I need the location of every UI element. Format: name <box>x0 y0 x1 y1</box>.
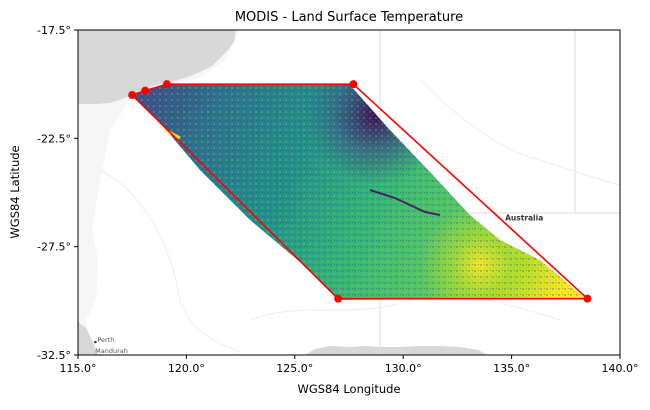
x-tick-label: 130.0° <box>385 362 422 375</box>
footprint-vertex <box>141 86 150 95</box>
axes-frame <box>77 29 621 356</box>
chart-title: MODIS - Land Surface Temperature <box>235 10 463 25</box>
y-axis-label: WGS84 Latitude <box>8 145 22 238</box>
place-label: Perth <box>97 336 114 344</box>
y-tick-label: -17.5° <box>37 24 71 37</box>
x-tick-label: 125.0° <box>276 362 313 375</box>
footprint-vertex <box>349 80 358 89</box>
x-tick-label: 140.0° <box>602 362 639 375</box>
lst-raster <box>133 84 585 300</box>
land-bottom-center <box>305 346 488 355</box>
basemap: Australia Perth Mandurah <box>78 30 620 355</box>
x-tick-label: 120.0° <box>168 362 205 375</box>
place-label-layer: Australia Perth Mandurah <box>94 214 543 355</box>
x-axis-ticks: 115.0° 120.0° 125.0° 130.0° 135.0° 140.0° <box>60 355 639 375</box>
footprint-polygon-layer <box>128 80 592 303</box>
footprint-vertex <box>162 80 171 89</box>
road-line <box>249 295 561 321</box>
y-axis-ticks: -17.5° -22.5° -27.5° -32.5° <box>37 24 78 362</box>
footprint-vertex <box>334 294 343 303</box>
road-line <box>99 169 241 353</box>
y-tick-label: -22.5° <box>37 132 71 145</box>
land-bottom-left <box>78 322 98 355</box>
land-top-left <box>78 30 236 104</box>
perth-dot <box>94 340 97 344</box>
footprint-vertex <box>128 91 137 99</box>
y-tick-label: -27.5° <box>37 241 71 254</box>
x-tick-label: 115.0° <box>60 362 97 375</box>
place-label: Australia <box>505 214 543 223</box>
road-line <box>419 79 620 186</box>
x-tick-label: 135.0° <box>493 362 530 375</box>
footprint-vertex <box>583 294 592 303</box>
y-tick-label: -32.5° <box>37 349 71 362</box>
place-label: Mandurah <box>95 347 128 355</box>
dark-streak <box>369 189 441 216</box>
x-axis-label: WGS84 Longitude <box>297 382 400 396</box>
